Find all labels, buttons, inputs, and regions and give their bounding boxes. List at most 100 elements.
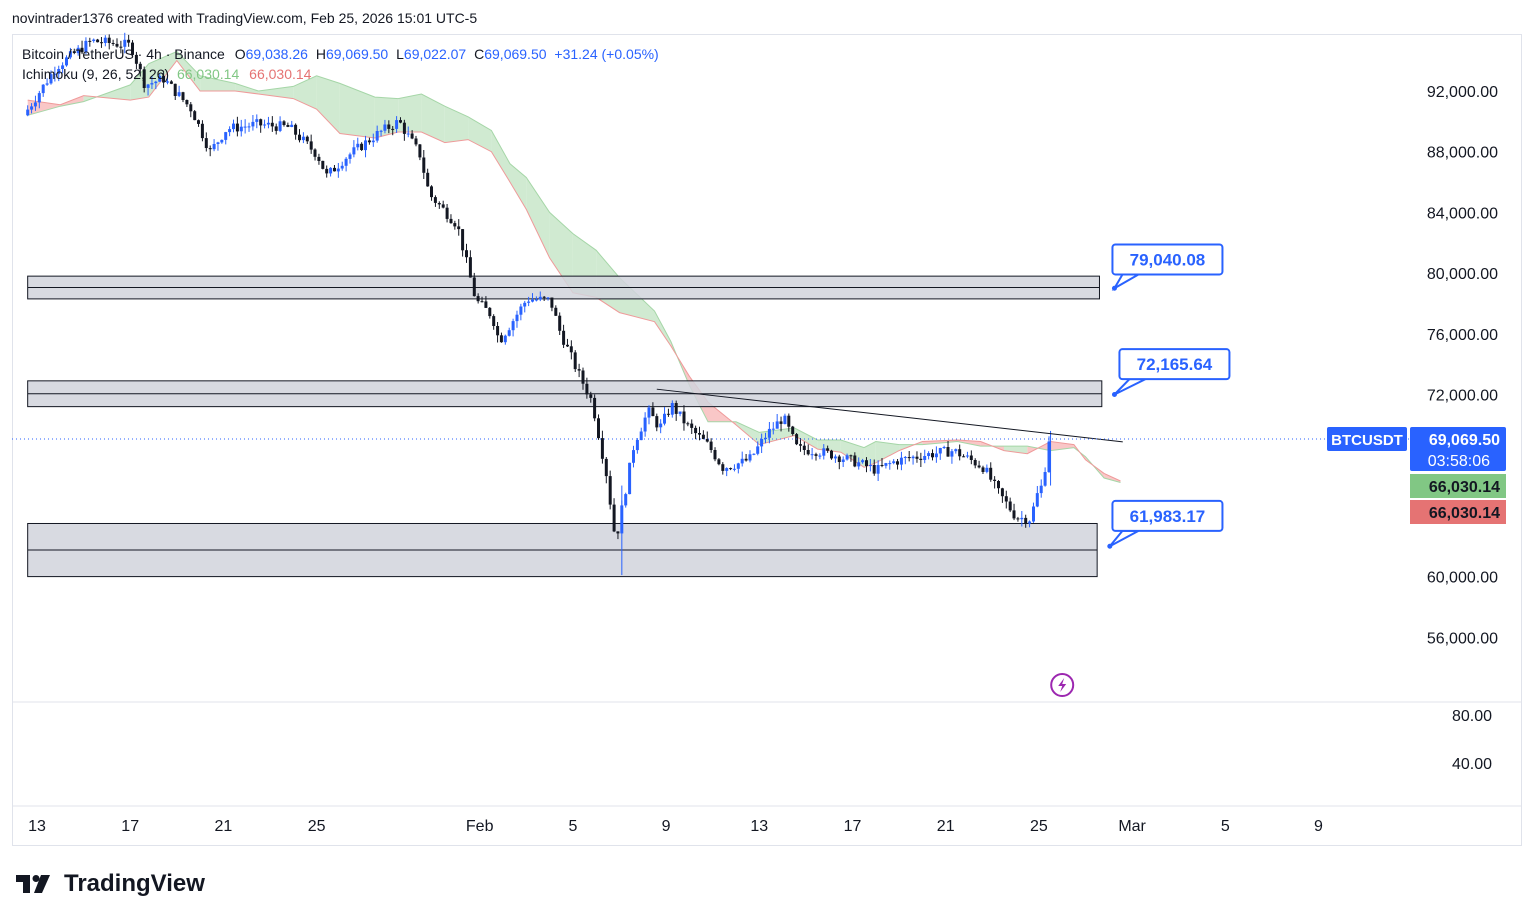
candle-body (752, 453, 756, 455)
last-price-badge[interactable] (1410, 426, 1506, 471)
candle-body (962, 456, 966, 458)
legend-indicator[interactable]: Ichimoku (9, 26, 52, 26) (22, 66, 170, 82)
candle-body (57, 69, 61, 74)
candle-body (1008, 501, 1012, 511)
candle-body (1012, 510, 1016, 519)
lead-badge-2 (1410, 500, 1506, 524)
candle-body (888, 463, 892, 465)
lead-badge-text-2: 66,030.14 (1429, 505, 1500, 522)
legend-h-label: H (315, 46, 326, 62)
tradingview-logo[interactable]: TradingView (16, 870, 205, 898)
candle-body (150, 83, 154, 85)
y-tick-label: 92,000.00 (1427, 84, 1498, 101)
x-tick-label: Feb (466, 818, 494, 835)
candle-body (177, 92, 181, 96)
candle-body (313, 149, 317, 157)
cloud-segment (444, 106, 469, 143)
candle-body (655, 416, 659, 428)
candle-body (200, 123, 204, 139)
candle-body (1035, 493, 1039, 507)
header-attribution: novintrader1376 created with TradingView… (12, 10, 478, 26)
legend-l-label: L (396, 46, 404, 62)
candle-body (515, 314, 519, 322)
candle-body (806, 450, 810, 455)
callout-anchor-2 (1111, 392, 1117, 397)
legend-change: +31.24 (+0.05%) (554, 46, 659, 62)
candle-body (534, 299, 538, 301)
candle-body (690, 423, 694, 428)
candle-body (837, 456, 841, 462)
candle-body (519, 306, 523, 315)
candle-body (709, 441, 713, 450)
candle-body (573, 352, 577, 370)
candle-body (37, 93, 41, 103)
callout-pointer-3 (1109, 529, 1139, 548)
candle-body (266, 122, 270, 125)
candle-body (457, 226, 461, 230)
x-tick-label: 13 (750, 818, 768, 835)
candle-body (503, 335, 507, 343)
legend-l-value: 69,022.07 (403, 46, 467, 62)
candle-body (899, 457, 903, 465)
candle-body (523, 302, 527, 307)
candle-body (810, 454, 814, 456)
candle-body (395, 120, 399, 129)
candle-body (154, 81, 158, 84)
candle-body (216, 142, 220, 144)
candle-body (499, 335, 503, 343)
trendline[interactable] (656, 388, 1123, 443)
candle-body (80, 47, 84, 53)
candle-body (348, 154, 352, 159)
candle-body (674, 403, 678, 414)
callout-box-2[interactable] (1118, 348, 1231, 381)
candle-body (783, 415, 787, 424)
y-tick-label: 60,000.00 (1427, 570, 1498, 587)
candle-body (426, 172, 430, 187)
candle-body (181, 92, 185, 100)
callout-box-3[interactable] (1111, 499, 1224, 532)
candle-body (166, 81, 169, 83)
cloud-segment (736, 421, 760, 445)
candle-body (352, 147, 356, 155)
legend-o-value: 69,038.26 (245, 46, 308, 62)
candle-body (632, 450, 635, 463)
zones (27, 275, 1103, 578)
candle-body (845, 455, 849, 460)
cloud-segment (398, 94, 422, 132)
candle-body (410, 133, 414, 139)
candle-body (197, 120, 200, 124)
candle-body (138, 63, 142, 70)
candle-body (364, 140, 367, 151)
candle-body (721, 464, 725, 471)
candle-body (212, 144, 216, 150)
x-tick-label: 9 (1314, 818, 1323, 835)
candle-body (802, 445, 806, 450)
candle-body (942, 447, 946, 448)
candle-body (247, 126, 251, 128)
candle-body (317, 156, 321, 161)
cloud-segment (794, 427, 818, 450)
candle-body (612, 504, 616, 532)
candle-body (647, 407, 651, 418)
candle-body (329, 167, 333, 174)
candle-body (399, 120, 402, 123)
candle-body (115, 43, 119, 47)
candle-body (33, 102, 37, 107)
candle-body (305, 136, 309, 142)
candle-body (604, 458, 608, 477)
legend-symbol[interactable]: Bitcoin / TetherUS · 4h · Binance (22, 46, 225, 62)
candle-body (449, 218, 453, 224)
candle-body (740, 458, 744, 464)
callout-box-1[interactable] (1111, 243, 1224, 276)
osc-tick-label: 40.00 (1452, 756, 1492, 773)
symbol-badge[interactable] (1327, 426, 1407, 451)
x-tick-label: 17 (844, 818, 862, 835)
cloud-segment (654, 311, 671, 346)
legend-lead2: 66,030.14 (249, 66, 312, 82)
candle-body (861, 460, 865, 463)
cloud-segment (176, 51, 201, 91)
candle-body (969, 455, 973, 460)
candle-body (263, 124, 267, 126)
candle-body (511, 321, 515, 331)
